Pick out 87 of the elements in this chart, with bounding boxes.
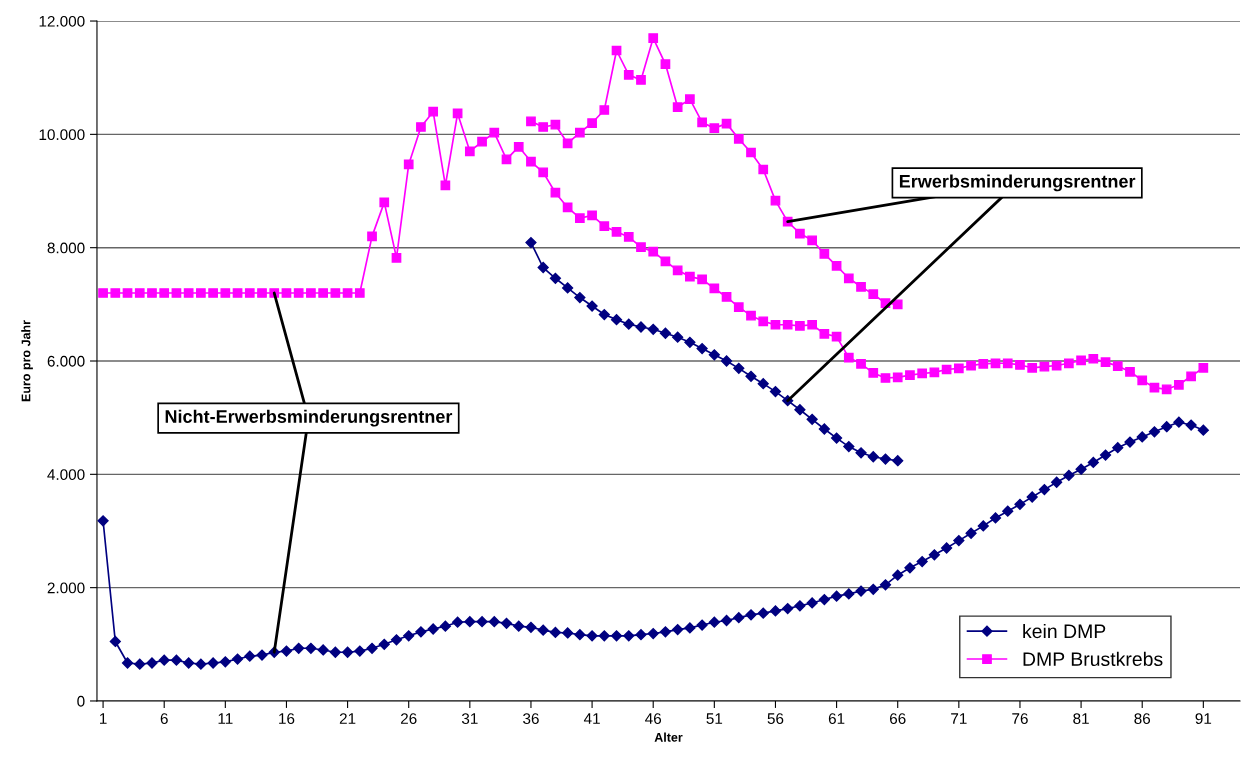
point — [807, 235, 817, 246]
y-tick-label: 12.000 — [39, 15, 85, 27]
point — [769, 385, 782, 398]
annotation: Erwerbsminderungsrentner — [899, 174, 1136, 192]
point — [549, 272, 562, 284]
point — [636, 75, 646, 85]
point — [720, 355, 733, 367]
point — [550, 119, 561, 130]
x-tick-label: 46 — [645, 713, 662, 724]
point — [610, 314, 623, 326]
y-tick-label: 0 — [77, 695, 85, 707]
y-tick-label: 10.000 — [39, 129, 85, 141]
point — [733, 362, 745, 374]
x-tick-label: 81 — [1073, 713, 1089, 724]
point — [879, 453, 892, 465]
point — [574, 291, 586, 304]
point — [843, 440, 855, 453]
x-tick-label: 56 — [767, 713, 784, 724]
point — [672, 331, 684, 343]
point — [770, 195, 781, 206]
point — [526, 116, 536, 127]
annotation: Nicht-Erwerbsminderungsrentner — [165, 409, 453, 427]
point — [795, 228, 805, 239]
point — [794, 404, 806, 416]
x-tick-label: 6 — [160, 713, 168, 724]
x-tick-label: 51 — [706, 713, 723, 724]
point — [697, 117, 707, 128]
y-tick-label: 8.000 — [47, 242, 85, 254]
x-tick-label: 86 — [1134, 713, 1151, 724]
point — [892, 299, 903, 310]
point — [708, 349, 720, 361]
point — [586, 300, 598, 312]
point — [685, 94, 695, 105]
point — [806, 413, 818, 425]
point — [733, 134, 744, 144]
point — [672, 102, 683, 113]
point — [647, 323, 659, 335]
x-axis-title: Alter — [654, 732, 683, 742]
point — [868, 289, 879, 300]
x-tick-label: 36 — [523, 713, 539, 724]
legend-label: DMP Brustkrebs — [1023, 651, 1163, 667]
x-tick-label: 1 — [100, 713, 107, 724]
point — [562, 282, 574, 294]
y-tick-label: 2.000 — [47, 582, 85, 594]
point — [525, 236, 537, 249]
point — [709, 123, 720, 133]
point — [830, 432, 843, 444]
point — [831, 260, 842, 271]
point — [746, 147, 756, 158]
y-tick-label: 4.000 — [47, 469, 85, 481]
legend-label: kein DMP — [1023, 623, 1106, 639]
x-tick-label: 91 — [1195, 713, 1212, 724]
point — [843, 273, 854, 284]
point — [855, 447, 867, 459]
point — [745, 370, 757, 382]
point — [648, 33, 659, 43]
point — [623, 70, 634, 80]
point — [598, 308, 610, 321]
point — [587, 118, 597, 128]
point — [537, 261, 549, 274]
x-tick-label: 26 — [400, 713, 417, 724]
point — [856, 281, 866, 292]
x-tick-label: 61 — [828, 713, 845, 724]
x-tick-label: 71 — [951, 713, 967, 724]
point — [599, 105, 610, 115]
point — [696, 342, 708, 355]
point — [757, 378, 769, 390]
point — [623, 318, 635, 330]
point — [659, 327, 672, 339]
point — [758, 164, 769, 175]
point — [818, 423, 830, 435]
point — [892, 455, 904, 467]
point — [867, 451, 879, 463]
y-tick-label: 6.000 — [47, 355, 85, 367]
x-tick-label: 41 — [583, 713, 600, 724]
x-tick-label: 16 — [279, 713, 295, 724]
point — [660, 59, 671, 69]
point — [538, 122, 549, 132]
x-tick-label: 11 — [218, 713, 233, 724]
point — [819, 249, 830, 259]
y-axis-title: Euro pro Jahr — [21, 320, 33, 402]
x-tick-label: 31 — [461, 713, 478, 724]
x-tick-label: 21 — [339, 713, 356, 724]
point — [574, 127, 585, 138]
x-tick-label: 66 — [889, 713, 906, 724]
point — [684, 336, 696, 348]
x-tick-label: 76 — [1012, 713, 1028, 724]
